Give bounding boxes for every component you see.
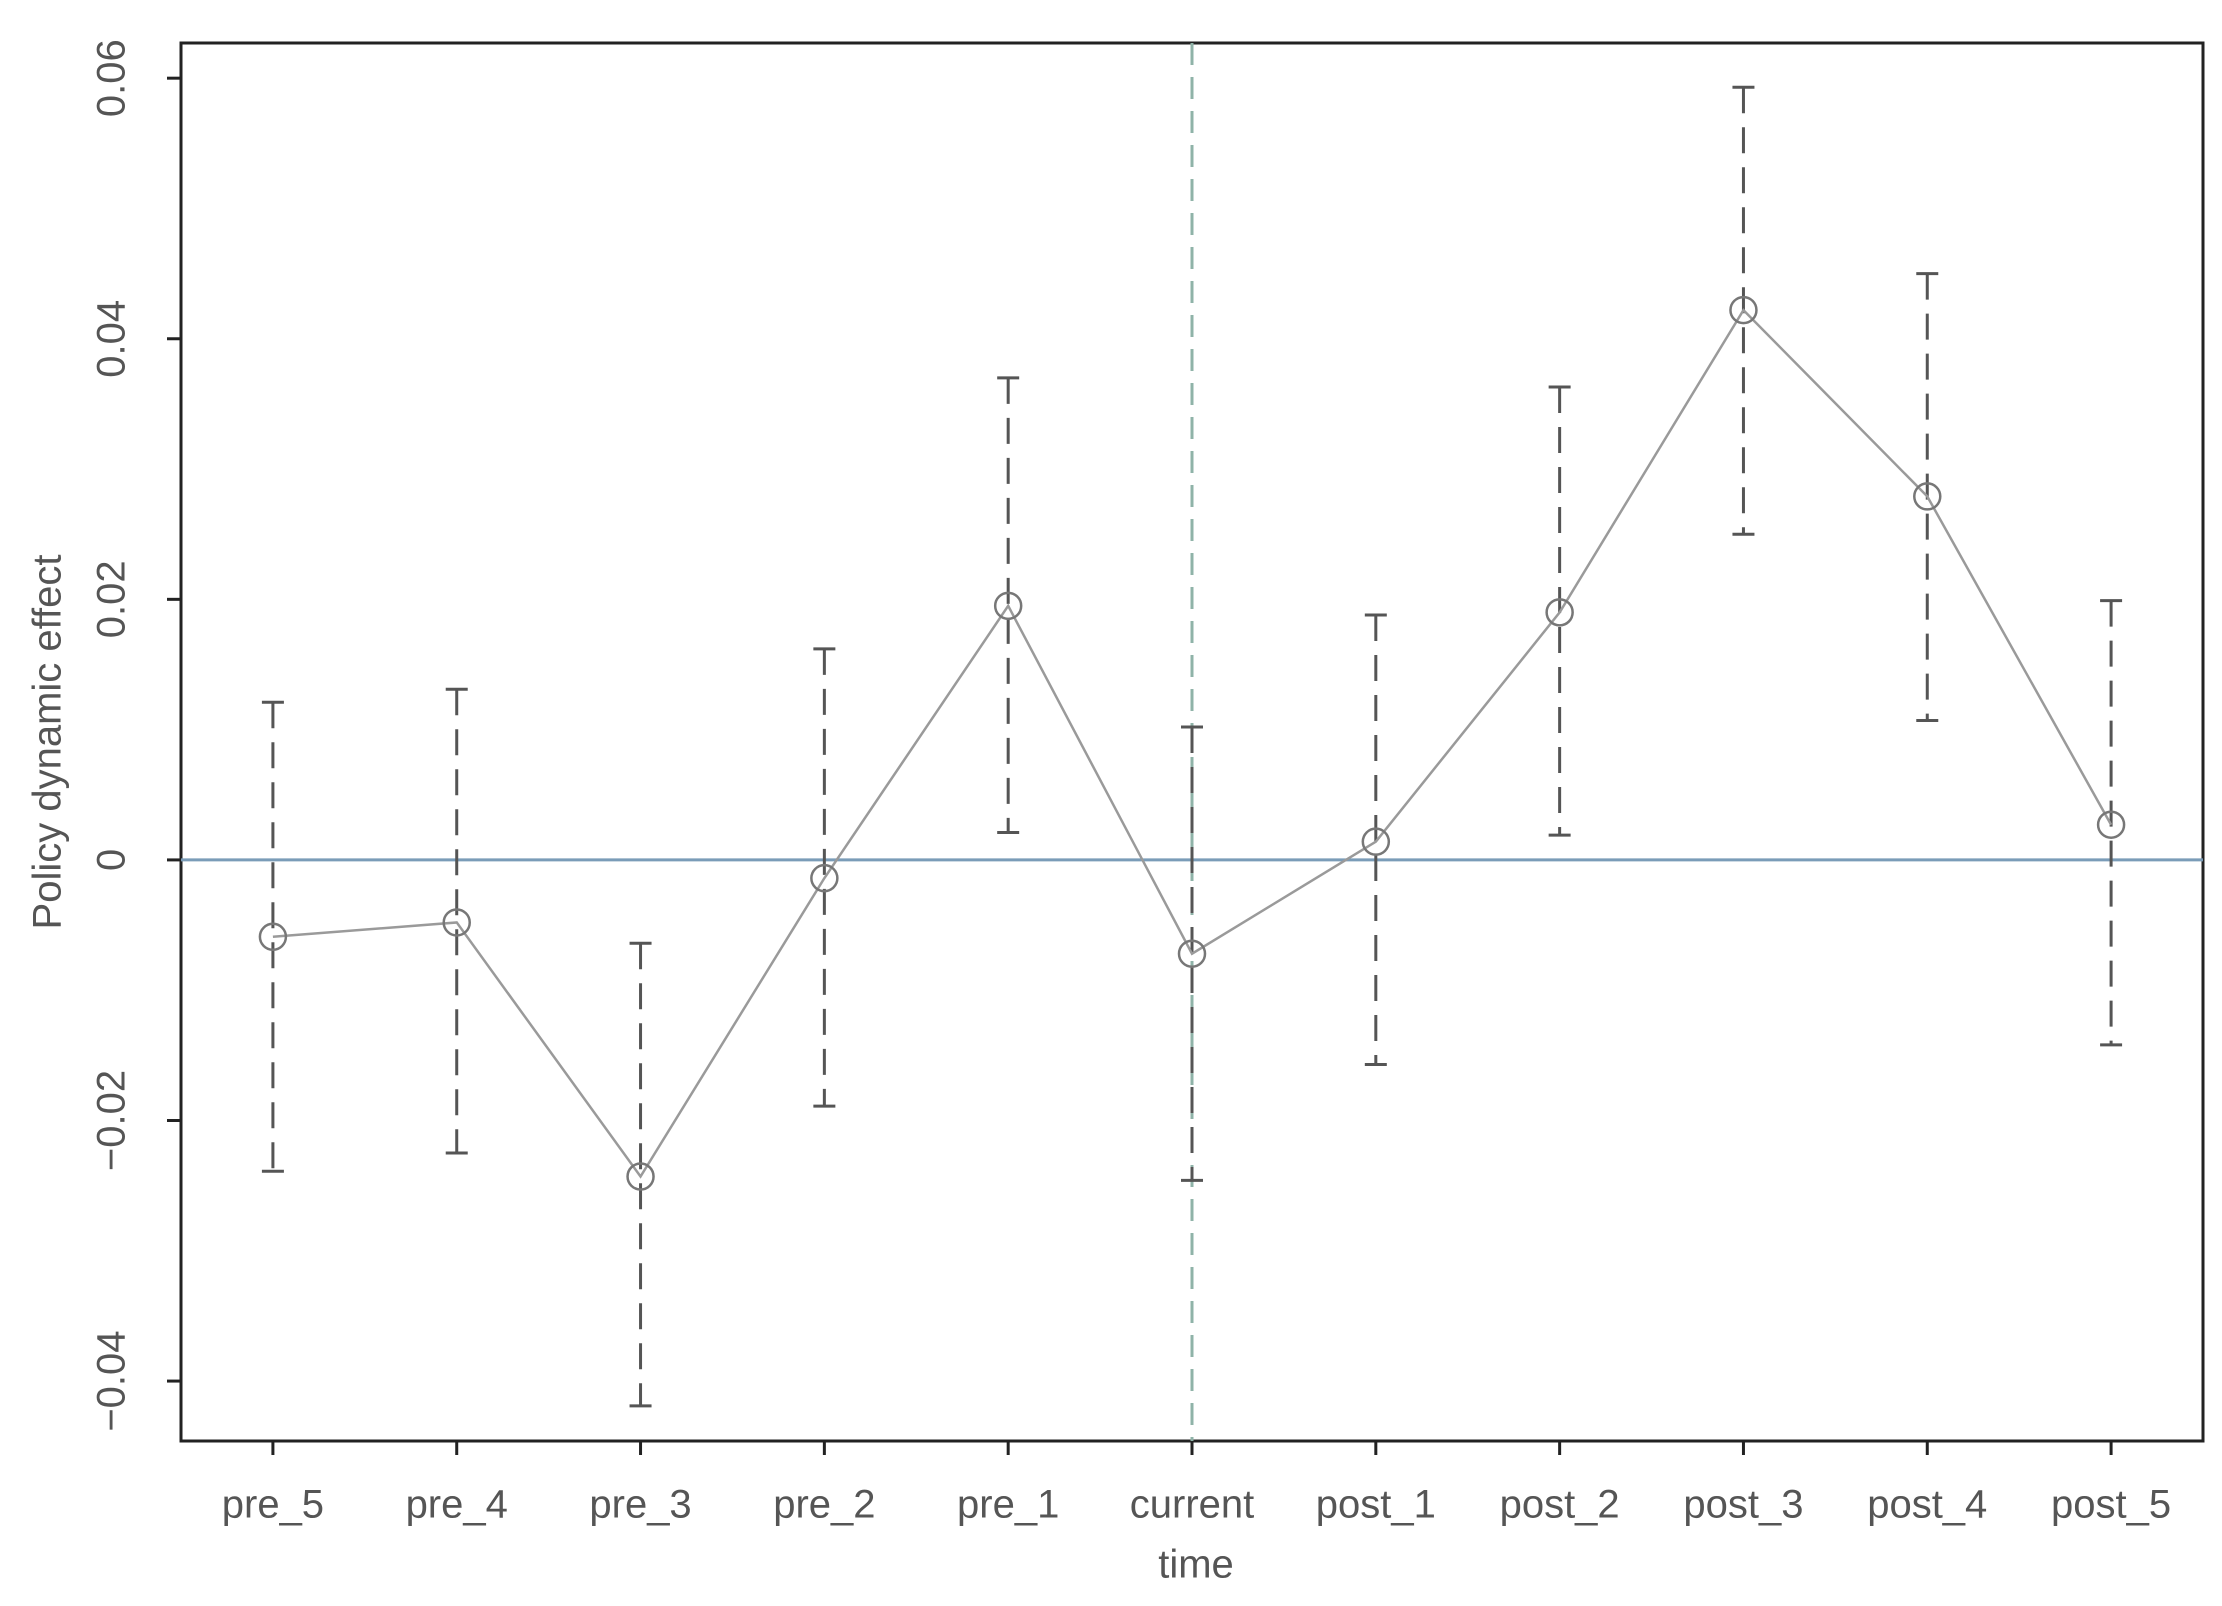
point (1729, 295, 1758, 325)
x-tick-label: current (1130, 1483, 1255, 1527)
x-tick-label: post_1 (1316, 1483, 1436, 1527)
point (1545, 598, 1574, 627)
x-tick-label: pre_5 (222, 1483, 324, 1527)
y-tick-label: 0.06 (90, 39, 134, 117)
point (2096, 810, 2126, 839)
x-tick-label: pre_4 (406, 1483, 508, 1527)
point (442, 908, 471, 937)
y-tick-label: 0.02 (90, 560, 134, 638)
y-tick-label: 0 (90, 849, 134, 871)
x-tick-label: pre_3 (589, 1483, 691, 1527)
y-tick-label: 0.04 (90, 300, 134, 378)
x-tick-label: pre_2 (773, 1483, 875, 1527)
x-tick-label: post_4 (1867, 1483, 1987, 1527)
y-axis-label: Policy dynamic effect (26, 555, 70, 930)
x-axis-label: time (1158, 1543, 1234, 1587)
x-tick-label: post_3 (1683, 1483, 1803, 1527)
x-tick-label: post_2 (1500, 1483, 1620, 1527)
point (1177, 939, 1207, 968)
point (258, 922, 288, 952)
y-tick-label: −0.04 (90, 1330, 134, 1431)
point (810, 863, 839, 893)
point (1361, 827, 1391, 856)
line (272, 308, 2113, 1179)
point (993, 591, 1023, 621)
point (1913, 482, 1942, 511)
point (626, 1162, 655, 1191)
y-tick-label: −0.02 (90, 1070, 134, 1171)
x-tick-label: pre_1 (957, 1483, 1059, 1527)
x-tick-label: post_5 (2051, 1483, 2171, 1527)
